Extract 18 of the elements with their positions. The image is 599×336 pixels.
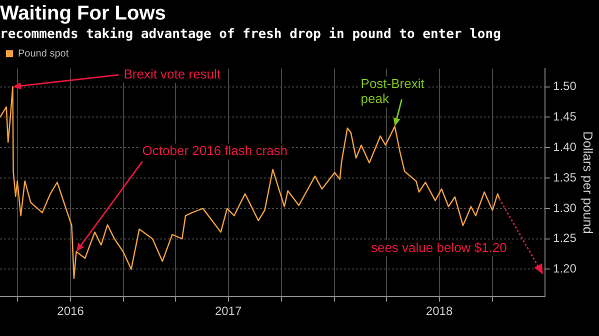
y-tick-label: 1.50 <box>553 79 577 94</box>
y-tick-label: 1.35 <box>553 170 577 184</box>
y-tick-label: 1.40 <box>553 140 577 154</box>
y-tick-label: 1.20 <box>553 262 577 276</box>
y-tick-label: 1.30 <box>553 200 577 215</box>
chart-subtitle: recommends taking advantage of fresh drop in pound to enter long <box>0 27 501 42</box>
chart-title: Waiting For Lows <box>0 2 166 25</box>
legend-label: Pound spot <box>18 48 69 60</box>
annotation: October 2016 flash crash <box>142 143 288 158</box>
annotation: Post-Brexit peak <box>360 76 425 106</box>
annotation: sees value below $1.20 <box>370 240 507 255</box>
annotation: Brexit vote result <box>124 66 221 82</box>
x-tick-label: 2017 <box>214 304 242 318</box>
x-tick-label: 2016 <box>57 304 84 318</box>
y-tick-label: 1.25 <box>553 231 577 246</box>
y-axis-title: Dollars per pound <box>580 131 596 234</box>
y-tick-label: 1.45 <box>553 110 577 124</box>
x-tick-label: 2018 <box>426 304 453 318</box>
